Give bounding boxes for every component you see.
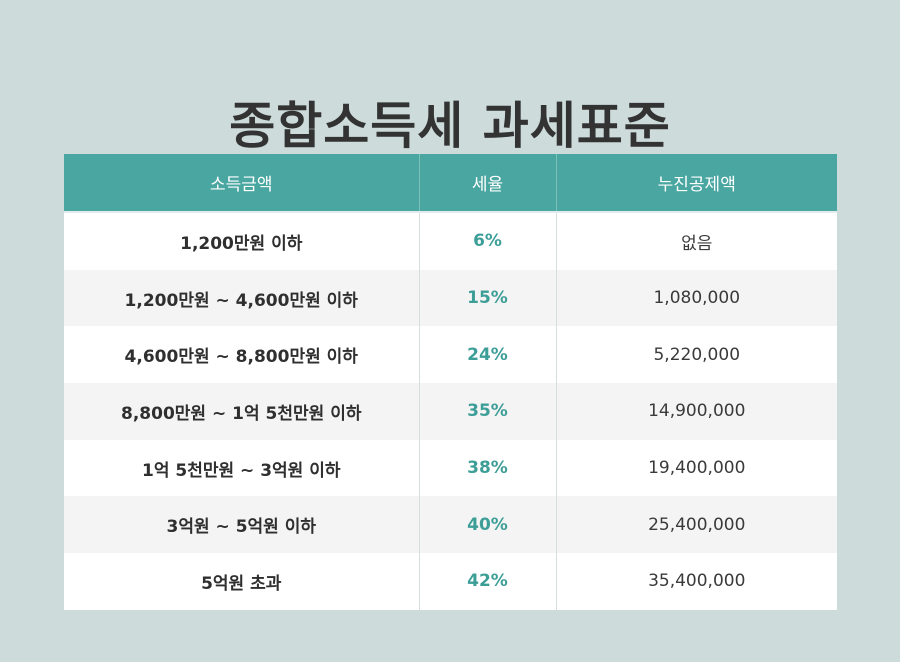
table-row: 1,200만원 ~ 4,600만원 이하 15% 1,080,000 — [64, 269, 837, 327]
page-title: 종합소득세 과세표준 — [229, 96, 671, 155]
income-range-cell: 1억 5천만원 ~ 3억원 이하 — [64, 439, 420, 497]
tax-rate-cell: 15% — [419, 269, 557, 327]
income-range-cell: 1,200만원 이하 — [64, 212, 420, 270]
table-row: 3억원 ~ 5억원 이하 40% 25,400,000 — [64, 496, 837, 554]
income-range-cell: 4,600만원 ~ 8,800만원 이하 — [64, 326, 420, 384]
table-header-row: 소득금액 세율 누진공제액 — [64, 154, 837, 213]
tax-rate-cell: 35% — [419, 383, 557, 440]
income-range-cell: 1,200만원 ~ 4,600만원 이하 — [64, 269, 420, 327]
table-row: 5억원 초과 42% 35,400,000 — [64, 553, 837, 610]
deduction-cell: 없음 — [556, 212, 837, 270]
deduction-cell: 1,080,000 — [556, 269, 837, 327]
tax-rate-cell: 40% — [419, 496, 557, 554]
column-header-rate: 세율 — [419, 154, 557, 213]
deduction-cell: 5,220,000 — [556, 326, 837, 384]
tax-rate-cell: 24% — [419, 326, 557, 384]
tax-rate-cell: 6% — [419, 212, 557, 270]
column-header-income: 소득금액 — [64, 154, 420, 213]
tax-rate-cell: 42% — [419, 553, 557, 610]
income-range-cell: 5억원 초과 — [64, 553, 420, 610]
income-range-cell: 8,800만원 ~ 1억 5천만원 이하 — [64, 383, 420, 440]
income-range-cell: 3억원 ~ 5억원 이하 — [64, 496, 420, 554]
deduction-cell: 19,400,000 — [556, 439, 837, 497]
deduction-cell: 14,900,000 — [556, 383, 837, 440]
table-row: 4,600만원 ~ 8,800만원 이하 24% 5,220,000 — [64, 326, 837, 384]
column-header-deduction: 누진공제액 — [556, 154, 837, 213]
deduction-cell: 35,400,000 — [556, 553, 837, 610]
table-row: 1,200만원 이하 6% 없음 — [64, 212, 837, 270]
table-row: 1억 5천만원 ~ 3억원 이하 38% 19,400,000 — [64, 439, 837, 497]
deduction-cell: 25,400,000 — [556, 496, 837, 554]
tax-bracket-table: 소득금액 세율 누진공제액 1,200만원 이하 6% 없음 1,200만원 ~… — [64, 154, 837, 610]
tax-rate-cell: 38% — [419, 439, 557, 497]
table-row: 8,800만원 ~ 1억 5천만원 이하 35% 14,900,000 — [64, 383, 837, 440]
